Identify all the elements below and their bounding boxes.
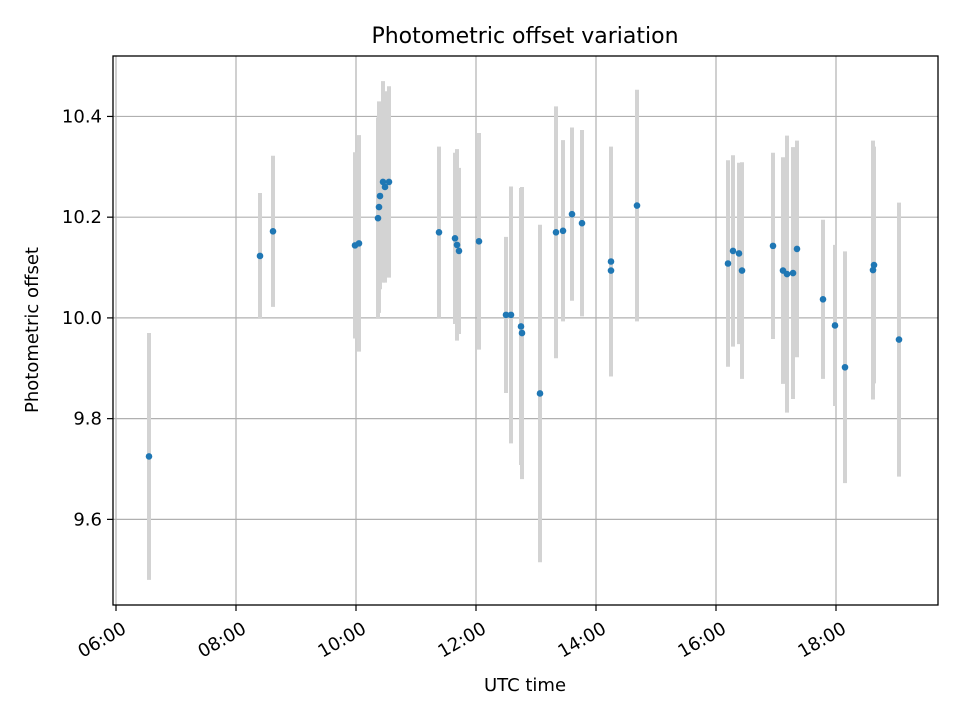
- plot-frame: [112, 55, 939, 606]
- y-tick-label: 9.6: [73, 509, 102, 530]
- data-point: [256, 252, 264, 260]
- y-tick-label: 10.0: [62, 308, 102, 329]
- gridlines: [113, 56, 938, 605]
- data-point: [735, 250, 743, 257]
- y-tick-label: 10.4: [62, 106, 102, 127]
- data-point: [789, 269, 797, 277]
- data-point: [895, 336, 903, 343]
- data-point: [375, 203, 383, 211]
- data-point: [453, 241, 461, 249]
- data-point: [355, 240, 363, 247]
- data-point: [374, 214, 382, 222]
- data-point: [783, 270, 791, 278]
- data-point: [379, 178, 387, 186]
- data-point: [841, 363, 849, 371]
- data-point: [475, 238, 483, 245]
- data-point: [738, 267, 746, 274]
- y-tick-label: 9.8: [73, 409, 102, 430]
- data-point: [568, 210, 576, 218]
- data-point: [451, 235, 459, 242]
- data-point: [385, 178, 393, 186]
- y-tick-label: 10.2: [62, 207, 102, 228]
- data-point: [269, 227, 277, 235]
- y-axis-label: Photometric offset: [22, 247, 43, 413]
- y-axis-ticks: 9.6 9.8 10.0 10.2 10.4: [62, 106, 113, 530]
- x-axis-label: UTC time: [484, 675, 566, 696]
- data-point: [381, 183, 389, 191]
- data-point: [729, 247, 737, 255]
- data-points: [145, 178, 903, 460]
- data-point: [869, 266, 877, 274]
- data-point: [607, 258, 615, 265]
- data-point: [552, 228, 560, 236]
- data-point: [518, 329, 526, 337]
- data-point: [769, 242, 777, 250]
- data-point: [145, 453, 153, 460]
- data-point: [819, 295, 827, 303]
- data-point: [607, 267, 615, 274]
- data-point: [376, 192, 384, 200]
- chart-title: Photometric offset variation: [371, 24, 678, 49]
- data-point: [507, 311, 515, 319]
- data-point: [536, 390, 544, 397]
- data-point: [502, 311, 510, 319]
- data-point: [455, 247, 463, 255]
- data-point: [831, 322, 839, 329]
- data-point: [435, 228, 443, 236]
- data-point: [793, 245, 801, 253]
- data-point: [633, 202, 641, 209]
- data-point: [870, 261, 878, 269]
- data-point: [559, 227, 567, 235]
- data-point: [724, 260, 732, 267]
- data-point: [517, 323, 525, 330]
- data-point: [578, 219, 586, 227]
